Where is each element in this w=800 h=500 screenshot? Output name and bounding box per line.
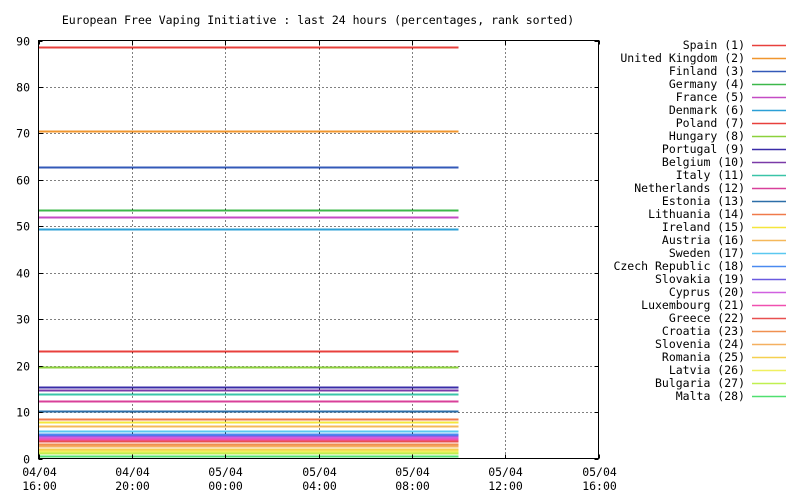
legend-label: Italy (11) [676,168,745,182]
x-tick-label-date: 05/04 [302,465,337,479]
axis-layer: 010203040506070809004/0416:0004/0420:000… [16,35,617,494]
y-tick-label: 70 [16,127,30,141]
legend-label: Slovenia (24) [655,337,745,351]
chart-title: European Free Vaping Initiative : last 2… [62,13,574,27]
legend-label: Denmark (6) [669,103,745,117]
legend-label: Cyprus (20) [669,285,745,299]
x-tick-label-time: 00:00 [208,479,243,493]
y-tick-label: 80 [16,81,30,95]
x-tick-label-time: 16:00 [582,479,617,493]
x-tick-label-time: 08:00 [395,479,430,493]
x-tick-label-date: 05/04 [488,465,523,479]
plot-frame [38,40,599,459]
legend-label: Lithuania (14) [648,207,745,221]
x-tick-label-date: 04/04 [115,465,150,479]
y-tick-label: 10 [16,406,30,420]
legend-label: Portugal (9) [662,142,745,156]
x-tick-label-time: 12:00 [488,479,523,493]
y-tick-label: 90 [16,35,30,49]
legend-label: Sweden (17) [669,246,745,260]
legend-label: Finland (3) [669,64,745,78]
legend: Spain (1)United Kingdom (2)Finland (3)Ge… [613,38,786,403]
x-tick-label-date: 05/04 [582,465,617,479]
grid-layer [38,40,599,459]
legend-label: Malta (28) [676,389,745,403]
y-tick-label: 60 [16,174,30,188]
legend-label: Netherlands (12) [634,181,745,195]
legend-label: United Kingdom (2) [620,51,745,65]
legend-label: France (5) [676,90,745,104]
legend-label: Bulgaria (27) [655,376,745,390]
x-tick-label-time: 04:00 [302,479,337,493]
series-layer [38,46,459,458]
legend-label: Slovakia (19) [655,272,745,286]
legend-label: Romania (25) [662,350,745,364]
legend-label: Belgium (10) [662,155,745,169]
legend-label: Luxembourg (21) [641,298,745,312]
legend-label: Croatia (23) [662,324,745,338]
y-tick-label: 30 [16,313,30,327]
y-tick-label: 40 [16,267,30,281]
x-tick-label-date: 04/04 [22,465,57,479]
x-tick-label-time: 16:00 [22,479,57,493]
legend-label: Poland (7) [676,116,745,130]
legend-label: Latvia (26) [669,363,745,377]
legend-label: Spain (1) [683,38,745,52]
legend-label: Germany (4) [669,77,745,91]
legend-label: Greece (22) [669,311,745,325]
legend-label: Czech Republic (18) [613,259,745,273]
legend-label: Hungary (8) [669,129,745,143]
y-tick-label: 50 [16,220,30,234]
x-tick-label-date: 05/04 [208,465,243,479]
legend-label: Estonia (13) [662,194,745,208]
x-tick-label-date: 05/04 [395,465,430,479]
y-tick-label: 20 [16,360,30,374]
legend-label: Ireland (15) [662,220,745,234]
y-tick-label: 0 [23,453,30,467]
x-tick-label-time: 20:00 [115,479,150,493]
legend-label: Austria (16) [662,233,745,247]
